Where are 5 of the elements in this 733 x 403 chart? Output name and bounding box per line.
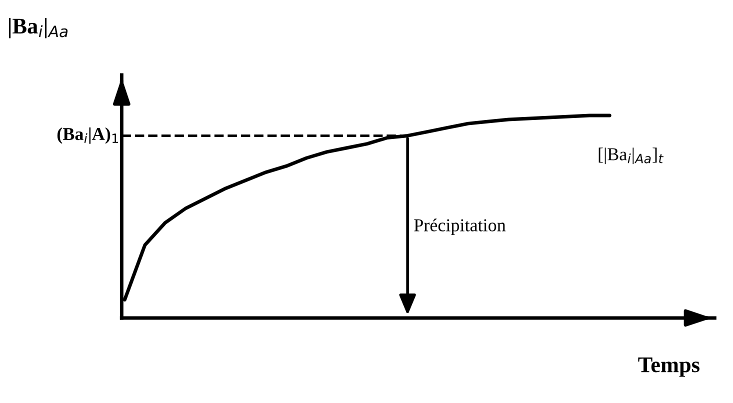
annotation: Précipitation (414, 218, 506, 236)
ref-line-label: (Ba$_{i}$|A)$_{1}$ (57, 127, 118, 144)
x-axis-title: Temps (638, 358, 700, 377)
y-axis-title: |Ba$_{i}$|$_{Aa}$ (9, 18, 68, 38)
series-label: [|Ba$_{i}$|$_{Aa}$]$_{t}$ (598, 148, 664, 164)
